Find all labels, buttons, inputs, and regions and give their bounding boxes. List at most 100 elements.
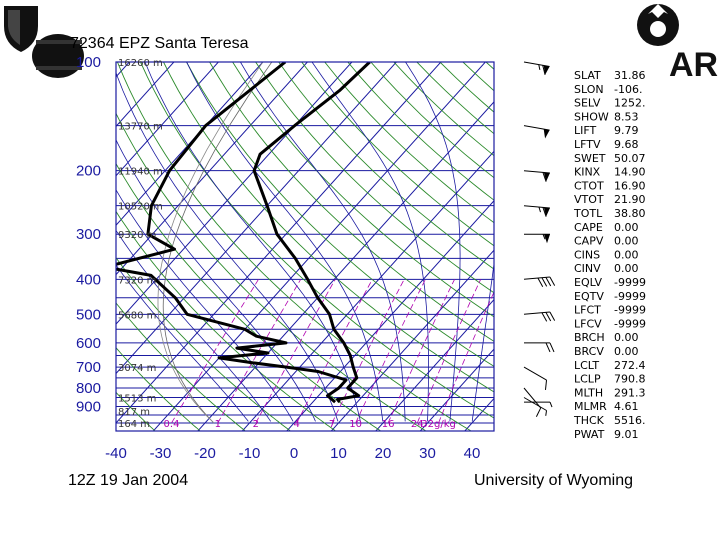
index-name: MLMR — [574, 400, 607, 413]
mixing-ratio-label: 2 — [253, 419, 259, 430]
dry-adiabat-line — [163, 62, 494, 393]
index-name: EQLV — [574, 276, 603, 289]
moist-adiabat-line — [471, 261, 494, 422]
wind-barb — [523, 397, 548, 416]
wind-barb — [523, 170, 550, 182]
mixing-ratio-label: 1 — [215, 419, 221, 430]
dry-adiabat-line — [255, 62, 494, 294]
isotherm-line — [197, 101, 494, 431]
index-value: 0.00 — [614, 248, 639, 261]
wind-barb — [523, 125, 550, 139]
dry-adiabat-line — [393, 62, 494, 157]
isotherm-line — [116, 62, 442, 424]
parcel-path-line — [157, 62, 264, 424]
temperature-tick-label: 20 — [375, 445, 392, 462]
wind-barb-staff — [523, 205, 550, 209]
wind-barb-full — [537, 277, 544, 287]
index-value: 291.3 — [614, 386, 646, 399]
isotherm-line — [375, 298, 494, 431]
wind-barb-full — [535, 407, 542, 417]
wind-barb — [523, 366, 548, 390]
mixing-ratio-label: 4 — [294, 419, 300, 430]
pressure-tick-label: 700 — [76, 359, 101, 376]
wind-barb-full — [542, 172, 547, 182]
wind-barb-flag — [543, 65, 550, 75]
index-name: MLTH — [574, 386, 603, 399]
index-value: 0.00 — [614, 221, 639, 234]
index-name: SLAT — [574, 69, 601, 82]
station-title: 72364 EPZ Santa Teresa — [70, 35, 249, 52]
wind-barb — [524, 401, 553, 408]
index-value: 31.86 — [614, 69, 646, 82]
mixing-ratio-label: 24 — [411, 419, 424, 430]
height-label: 164 m — [118, 419, 150, 430]
isotherm-line — [0, 52, 5, 443]
wind-barb-full — [542, 65, 546, 75]
shield-logo-icon — [4, 6, 38, 52]
dry-adiabat-line — [301, 62, 494, 247]
dry-adiabat-line — [347, 62, 494, 201]
index-name: LCLT — [574, 359, 599, 372]
mixing-ratio-line — [387, 279, 455, 424]
index-name: SLON — [574, 83, 604, 96]
index-name: CAPE — [574, 221, 603, 234]
index-value: 272.4 — [614, 359, 646, 372]
index-name: THCK — [573, 414, 605, 427]
index-name: VTOT — [574, 193, 604, 206]
index-name: LIFT — [574, 124, 597, 137]
wind-barb — [523, 276, 556, 287]
isotherm-line — [116, 62, 131, 78]
index-name: CINS — [574, 248, 600, 261]
moist-adiabat-line — [116, 264, 249, 422]
dry-adiabat-line — [116, 62, 471, 431]
stability-indices-panel: SLAT 31.86 SLON -106. SELV 1252. SHOW 8.53 LIFT 9… — [573, 69, 646, 441]
svg-text:ARL: ARL — [669, 46, 720, 84]
moist-adiabat-line — [116, 139, 316, 422]
mixing-ratio-line — [296, 279, 373, 424]
index-name: CTOT — [574, 179, 604, 192]
wind-barb-staff — [523, 397, 547, 411]
dry-adiabat-line — [209, 62, 494, 342]
index-name: SHOW — [574, 110, 609, 123]
moist-adiabat-line — [186, 62, 384, 422]
dry-adiabat-line — [116, 391, 155, 431]
mixing-ratio-line — [331, 279, 405, 424]
dry-adiabat-line — [116, 302, 246, 431]
temperature-tick-label: -20 — [194, 445, 216, 462]
moist-adiabat-line — [116, 189, 294, 422]
wind-barb-staff — [523, 170, 550, 174]
temperature-tick-label: 10 — [330, 445, 347, 462]
wind-barb-staff — [523, 276, 550, 280]
height-label: 5680 m — [118, 310, 156, 321]
wind-barb-half — [538, 64, 541, 70]
skewt-grid — [0, 52, 720, 443]
temperature-axis: -40 -30 -20 -10 0 10 20 30 40 — [105, 445, 480, 462]
noaa-seal-icon — [637, 4, 679, 46]
index-value: 38.80 — [614, 207, 646, 220]
arl-logo: ARL — [669, 46, 720, 84]
moist-adiabat-line — [116, 229, 272, 422]
index-name: LCLP — [574, 373, 601, 386]
wind-barb-full — [549, 342, 555, 353]
wind-barb-full — [541, 312, 548, 322]
dry-adiabat-line — [278, 62, 494, 270]
index-value: 9.68 — [614, 138, 639, 151]
index-value: 9.79 — [614, 124, 639, 137]
temperature-profile-line — [252, 62, 371, 403]
mixing-ratio-line — [171, 279, 259, 424]
isotherm-line — [0, 52, 49, 443]
pressure-tick-label: 900 — [76, 398, 101, 415]
height-label: 817 m — [118, 407, 150, 418]
isotherm-line — [116, 62, 309, 276]
pressure-tick-label: 400 — [76, 271, 101, 288]
wind-barb-half — [545, 410, 548, 416]
dewpoint-profile-line — [116, 62, 348, 404]
isotherm-line — [116, 62, 175, 128]
index-value: 0.00 — [614, 262, 639, 275]
isotherm-line — [116, 62, 264, 226]
isotherm-line — [499, 52, 720, 443]
moist-adiabat-line — [405, 62, 461, 422]
pressure-tick-label: 100 — [76, 54, 101, 71]
